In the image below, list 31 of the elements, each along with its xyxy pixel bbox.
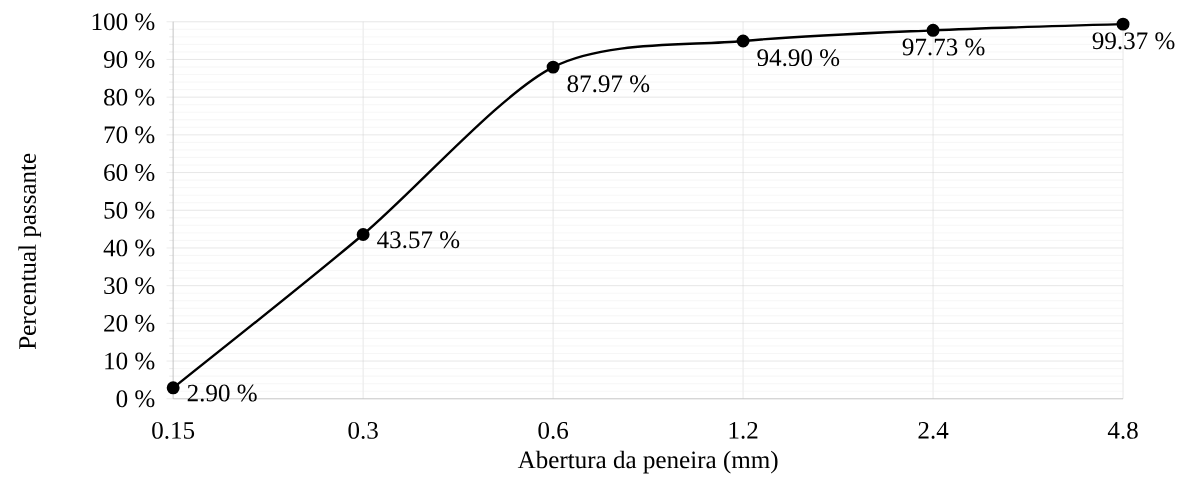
data-label: 87.97 %	[567, 75, 650, 93]
y-axis-title: Percentual passante	[18, 153, 42, 350]
y-tick-label: 40 %	[103, 239, 155, 257]
point	[926, 24, 940, 37]
x-tick-label: 4.8	[1107, 422, 1138, 440]
data-label: 97.73 %	[902, 38, 985, 56]
data-label: 99.37 %	[1092, 32, 1175, 50]
y-tick-label: 0 %	[116, 390, 155, 408]
y-tick-label: 20 %	[104, 315, 155, 333]
y-tick-label: 80 %	[104, 88, 155, 106]
y-tick-label: 70 %	[104, 126, 155, 144]
y-tick-label: 10 %	[105, 352, 155, 370]
y-tick-label: 60 %	[104, 164, 155, 182]
x-tick-label: 1.2	[729, 422, 758, 439]
x-tick-label: 2.4	[918, 422, 949, 439]
x-tick-label: 0.15	[152, 422, 195, 440]
point	[736, 34, 750, 48]
data-label: 94.90 %	[757, 49, 840, 67]
point	[546, 60, 560, 74]
y-tick-label: 50 %	[104, 201, 155, 219]
x-tick-label: 0.6	[538, 422, 569, 440]
point	[1116, 17, 1130, 31]
point	[166, 381, 180, 395]
x-axis-title: Abertura da peneira (mm)	[517, 450, 778, 474]
x-tick-label: 0.3	[348, 422, 378, 440]
data-label: 2.90 %	[187, 384, 257, 402]
point	[356, 228, 370, 242]
data-label: 43.57 %	[377, 231, 460, 249]
y-tick-label: 100 %	[92, 13, 155, 31]
y-tick-label: 90 %	[103, 51, 155, 69]
y-tick-label: 30 %	[104, 277, 155, 295]
